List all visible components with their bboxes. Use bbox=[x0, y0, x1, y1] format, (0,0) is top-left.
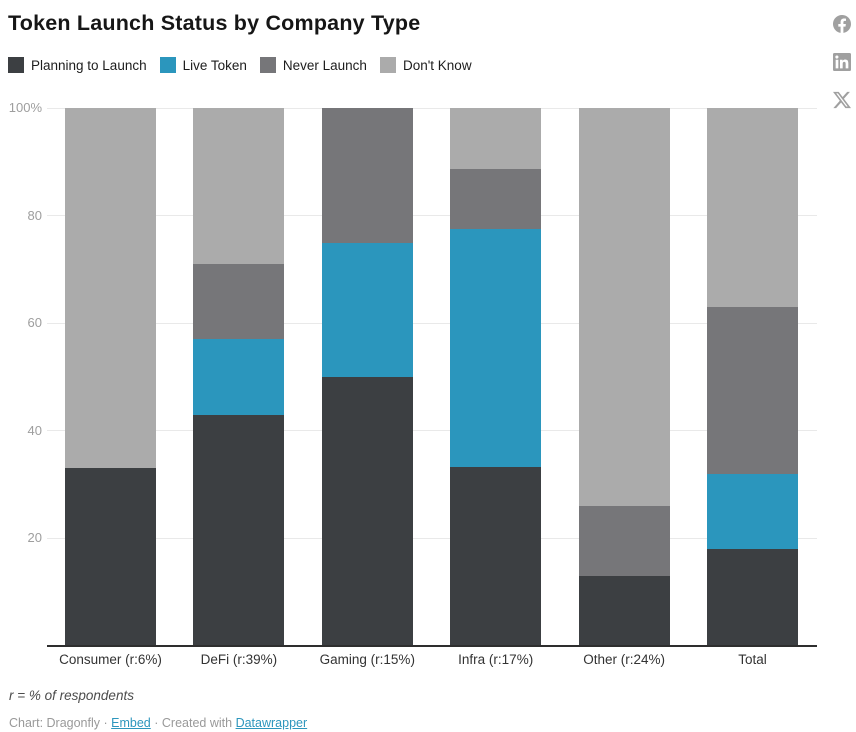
y-axis-tick-label: 100% bbox=[8, 100, 42, 115]
segment-planning-to-launch[interactable] bbox=[578, 576, 670, 646]
legend-item: Never Launch bbox=[259, 57, 367, 73]
segment-don-t-know[interactable] bbox=[193, 108, 285, 265]
y-axis-tick-label: 20 bbox=[27, 530, 42, 546]
bar-other[interactable] bbox=[578, 108, 670, 646]
legend-swatch bbox=[159, 57, 176, 73]
gridline-80 bbox=[47, 215, 817, 217]
y-axis-tick-label: 60 bbox=[27, 315, 42, 331]
social-share-bar bbox=[833, 15, 851, 109]
segment-don-t-know[interactable] bbox=[450, 108, 542, 170]
attribution-line: Chart: Dragonfly · Embed · Created with … bbox=[9, 715, 307, 731]
legend-label: Don't Know bbox=[402, 57, 472, 73]
facebook-icon[interactable] bbox=[833, 15, 851, 33]
segment-never-launch[interactable] bbox=[707, 307, 798, 474]
gridline-100 bbox=[47, 107, 817, 109]
segment-live-token[interactable] bbox=[193, 339, 285, 415]
segment-planning-to-launch[interactable] bbox=[707, 549, 798, 646]
x-axis-category-label: Consumer (r:6%) bbox=[59, 652, 162, 667]
legend: Planning to Launch Live Token Never Launch… bbox=[8, 57, 485, 73]
legend-label: Live Token bbox=[182, 57, 247, 73]
segment-never-launch[interactable] bbox=[193, 264, 285, 340]
attribution-prefix: Chart: Dragonfly bbox=[9, 716, 101, 730]
bar-total[interactable] bbox=[707, 108, 798, 646]
gridline-40 bbox=[47, 430, 817, 432]
y-axis-tick-label: 80 bbox=[27, 207, 42, 223]
segment-live-token[interactable] bbox=[321, 242, 413, 377]
x-axis-category-label: Infra (r:17%) bbox=[458, 652, 534, 667]
legend-swatch bbox=[8, 57, 24, 73]
bar-consumer[interactable] bbox=[65, 108, 156, 646]
segment-never-launch[interactable] bbox=[450, 169, 542, 230]
segment-don-t-know[interactable] bbox=[707, 108, 798, 308]
segment-live-token[interactable] bbox=[707, 473, 798, 550]
segment-live-token[interactable] bbox=[450, 229, 542, 467]
datawrapper-link[interactable]: Datawrapper bbox=[235, 716, 308, 730]
gridline-60 bbox=[47, 322, 817, 324]
legend-label: Never Launch bbox=[282, 57, 367, 73]
x-axis-category-label: DeFi (r:39%) bbox=[200, 652, 278, 667]
bar-defi[interactable] bbox=[193, 108, 285, 646]
linkedin-icon[interactable] bbox=[833, 53, 851, 71]
x-axis-category-label: Other (r:24%) bbox=[583, 652, 665, 667]
gridline-20 bbox=[47, 537, 817, 539]
separator-dot: · bbox=[154, 716, 159, 730]
legend-label: Planning to Launch bbox=[31, 57, 147, 73]
legend-item: Don't Know bbox=[379, 57, 472, 73]
segment-planning-to-launch[interactable] bbox=[450, 466, 542, 646]
legend-item: Planning to Launch bbox=[8, 57, 147, 73]
x-axis-category-label: Gaming (r:15%) bbox=[319, 652, 415, 667]
legend-item: Live Token bbox=[159, 57, 247, 73]
legend-swatch bbox=[379, 57, 396, 73]
embed-link[interactable]: Embed bbox=[111, 716, 151, 730]
segment-don-t-know[interactable] bbox=[578, 108, 670, 507]
segment-planning-to-launch[interactable] bbox=[193, 414, 285, 646]
x-axis-baseline bbox=[47, 645, 817, 647]
created-with-text: Created with bbox=[161, 716, 233, 730]
x-axis-category-label: Total bbox=[738, 652, 767, 667]
segment-don-t-know[interactable] bbox=[65, 108, 156, 469]
segment-planning-to-launch[interactable] bbox=[321, 377, 413, 646]
segment-never-launch[interactable] bbox=[321, 108, 413, 243]
segment-never-launch[interactable] bbox=[578, 506, 670, 577]
separator-dot: · bbox=[103, 716, 108, 730]
page-title: Token Launch Status by Company Type bbox=[8, 11, 421, 35]
y-axis-tick-label: 40 bbox=[27, 422, 42, 438]
x-twitter-icon[interactable] bbox=[833, 91, 851, 109]
segment-planning-to-launch[interactable] bbox=[65, 468, 156, 646]
legend-swatch bbox=[259, 57, 276, 73]
bar-gaming[interactable] bbox=[321, 108, 413, 646]
footnote: r = % of respondents bbox=[9, 688, 134, 703]
bar-infra[interactable] bbox=[450, 108, 542, 646]
